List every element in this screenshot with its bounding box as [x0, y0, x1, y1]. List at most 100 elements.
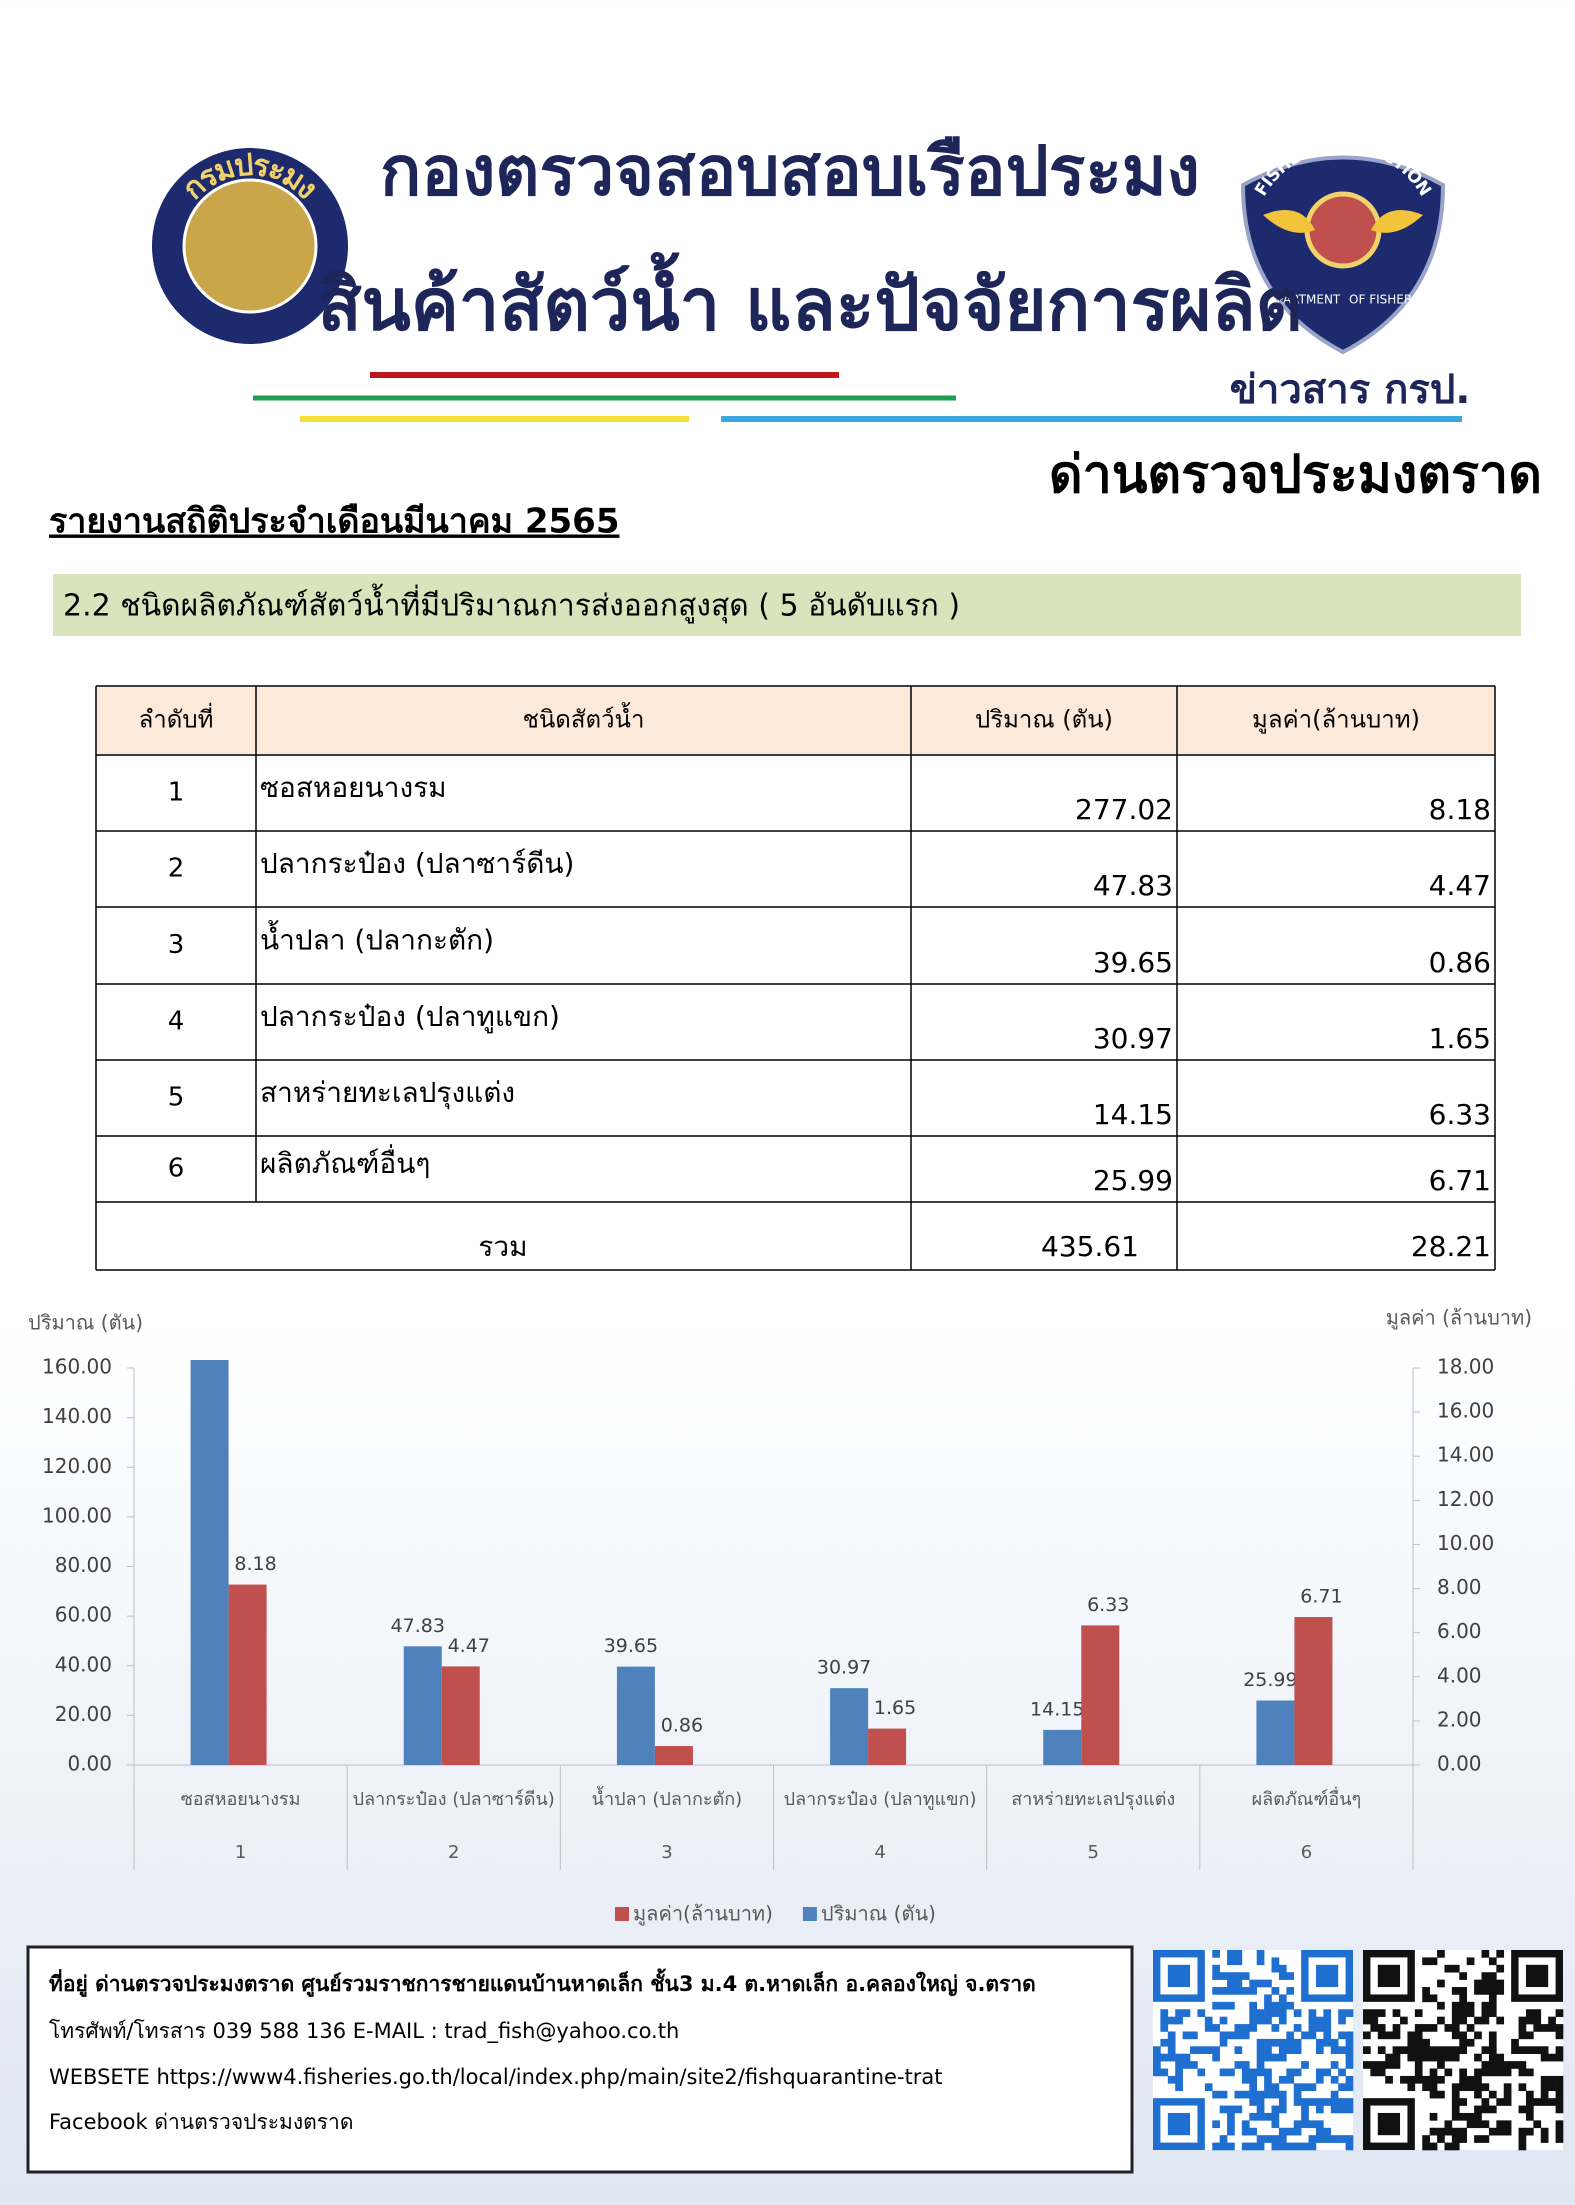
qr-cell [1278, 2075, 1287, 2084]
qr-cell [1345, 2038, 1354, 2047]
qr-cell [1227, 2142, 1235, 2151]
qr-cell [1264, 2001, 1272, 2010]
qr-cell [1330, 2098, 1339, 2106]
qr-cell [1511, 2061, 1519, 2069]
qr-cell [1308, 2083, 1317, 2092]
qr-cell [1451, 2142, 1460, 2151]
qr-cell [1555, 2105, 1564, 2114]
qr-cell [1503, 2083, 1512, 2092]
qr-cell [1533, 2016, 1542, 2025]
qr-cell [1315, 2068, 1324, 2077]
qr-cell [1271, 1957, 1280, 1966]
qr-cell [1451, 2112, 1460, 2121]
qr-cell [1160, 2024, 1169, 2032]
x-tick-label: ผลิตภัณฑ์อื่นๆ [1252, 1786, 1362, 1810]
qr-cell [1249, 2075, 1258, 2084]
qr-finder [1301, 1950, 1353, 2002]
qr-cell [1466, 1957, 1475, 1966]
qr-cell [1407, 2031, 1416, 2040]
qr-cell [1278, 2001, 1287, 2010]
qr-cell [1466, 2112, 1475, 2121]
qr-cell [1271, 2038, 1280, 2047]
qr-cell [1323, 2031, 1332, 2040]
qr-cell [1271, 2112, 1280, 2121]
qr-cell [1219, 1972, 1228, 1980]
row-name: น้ำปลา (ปลากะตัก) [260, 920, 494, 957]
qr-cell [1271, 2009, 1280, 2017]
qr-cell [1330, 2090, 1339, 2099]
qr-cell [1175, 2061, 1183, 2069]
qr-cell [1323, 2068, 1332, 2077]
qr-cell [1437, 2001, 1445, 2010]
qr-cell [1496, 2016, 1505, 2025]
section-title: 2.2 ชนิดผลิตภัณฑ์สัตว์น้ำที่มีปริมาณการส… [63, 584, 960, 625]
qr-cell [1227, 1957, 1235, 1966]
y2-tick-label: 16.00 [1437, 1399, 1494, 1423]
qr-cell [1422, 1987, 1430, 1995]
qr-cell [1466, 2075, 1475, 2084]
qr-cell [1315, 2016, 1324, 2025]
qr-cell [1518, 2105, 1527, 2114]
qr-cell [1459, 1972, 1468, 1980]
qr-cell [1212, 2142, 1220, 2151]
qr-cell [1241, 1987, 1250, 1995]
qr-cell [1286, 2127, 1295, 2136]
qr-cell [1345, 2105, 1354, 2114]
qr-cell [1525, 2046, 1534, 2055]
qr-cell [1190, 2061, 1198, 2069]
qr-cell [1175, 2075, 1183, 2084]
qr-cell [1293, 2127, 1302, 2136]
qr-cell [1345, 2053, 1354, 2062]
qr-cell [1533, 2046, 1542, 2055]
qr-cell [1256, 2053, 1265, 2062]
qr-cell [1488, 2046, 1497, 2055]
qr-cell [1437, 2016, 1445, 2025]
qr-cell [1548, 2098, 1556, 2106]
qr-cell [1256, 2068, 1265, 2077]
qr-cell [1437, 1950, 1445, 1958]
qr-cell [1377, 2024, 1386, 2032]
qr-cell [1459, 2127, 1468, 2136]
qr-cell [1422, 2083, 1430, 2092]
qr-cell [1414, 2031, 1423, 2040]
qr-cell [1256, 1957, 1265, 1966]
row-index: 3 [168, 930, 185, 960]
qr-cell [1474, 1987, 1482, 1995]
qr-cell [1540, 2024, 1549, 2032]
qr-cell [1256, 2105, 1265, 2114]
qr-cell [1345, 2135, 1354, 2143]
qr-cell [1315, 2098, 1324, 2106]
qr-cell [1345, 2061, 1354, 2069]
qr-cell [1429, 2142, 1438, 2151]
qr-cell [1540, 2135, 1549, 2143]
qr-cell [1256, 2016, 1265, 2025]
row-quantity: 14.15 [1093, 1098, 1173, 1131]
row-value: 6.71 [1429, 1164, 1491, 1197]
legend-label: ปริมาณ (ตัน) [821, 1902, 936, 1926]
qr-cell [1503, 2120, 1512, 2129]
qr-finder [1377, 1964, 1401, 1988]
x-group-label: 2 [448, 1842, 459, 1863]
footer-line: WEBSETE https://www4.fisheries.go.th/loc… [49, 2065, 943, 2089]
qr-cell [1437, 2135, 1445, 2143]
qr-cell [1496, 2061, 1505, 2069]
total-quantity: 435.61 [1041, 1230, 1139, 1263]
qr-cell [1466, 2024, 1475, 2032]
qr-cell [1474, 2031, 1482, 2040]
qr-cell [1167, 2075, 1176, 2084]
qr-cell [1377, 2046, 1386, 2055]
qr-cell [1422, 2142, 1430, 2151]
qr-cell [1256, 2135, 1265, 2143]
row-quantity: 277.02 [1075, 793, 1173, 826]
qr-cell [1385, 2075, 1393, 2084]
qr-cell [1278, 2053, 1287, 2062]
qr-cell [1488, 1972, 1497, 1980]
row-quantity: 39.65 [1093, 946, 1173, 979]
qr-cell [1429, 2068, 1438, 2077]
qr-cell [1190, 2046, 1198, 2055]
qr-cell [1525, 2127, 1534, 2136]
qr-cell [1459, 2098, 1468, 2106]
qr-cell [1555, 2135, 1564, 2143]
qr-cell [1444, 2053, 1453, 2062]
